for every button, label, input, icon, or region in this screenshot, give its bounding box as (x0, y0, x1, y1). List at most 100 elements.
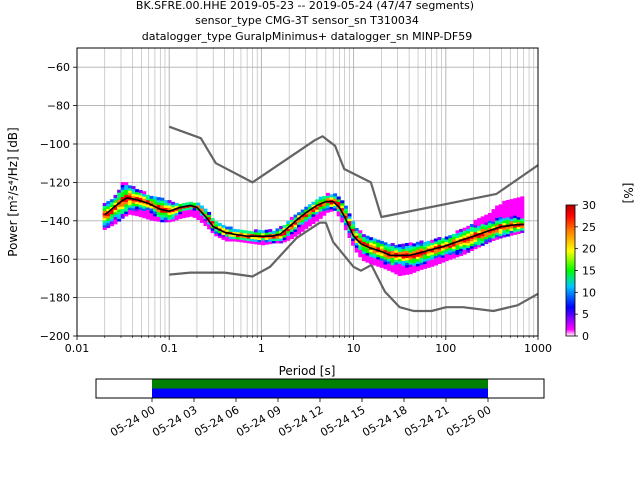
density-cell (387, 267, 392, 271)
density-cell (487, 212, 492, 216)
density-cell (351, 240, 356, 244)
density-cell (394, 252, 399, 256)
density-cell (498, 233, 503, 237)
density-cell (397, 246, 402, 250)
density-cell (477, 218, 482, 222)
timeline-tick-label: 05-24 06 (192, 403, 241, 439)
density-cell (513, 217, 518, 221)
density-cell (282, 232, 287, 236)
density-cell (304, 206, 309, 210)
density-cell (419, 266, 424, 270)
density-cell (441, 259, 446, 263)
density-cell (495, 231, 500, 235)
density-cell (394, 256, 399, 260)
nhnm-curve (168, 125, 538, 219)
density-cell (437, 258, 442, 262)
density-cell (329, 201, 334, 205)
density-cell (433, 250, 438, 254)
density-cell (322, 195, 327, 199)
density-cell (207, 223, 212, 227)
density-cell (174, 202, 179, 206)
density-cell (340, 214, 345, 218)
density-cell (498, 228, 503, 232)
density-cell (383, 263, 388, 267)
density-cell (282, 236, 287, 240)
x-ticks: 0.01 0.1 1 10 100 1000 (65, 336, 552, 355)
density-cell (297, 219, 302, 223)
density-cell (480, 237, 485, 241)
density-cell (358, 247, 363, 251)
density-cell (286, 230, 291, 234)
density-cell (505, 202, 510, 206)
density-cell (113, 202, 118, 206)
density-cell (415, 249, 420, 253)
density-cell (394, 268, 399, 272)
density-cell (167, 214, 172, 218)
density-cell (477, 220, 482, 224)
density-cell (390, 262, 395, 266)
density-cell (451, 233, 456, 237)
density-cell (491, 233, 496, 237)
density-cell (203, 218, 208, 222)
density-cell (275, 240, 280, 244)
density-cell (174, 205, 179, 209)
density-cell (401, 250, 406, 254)
density-cell (491, 235, 496, 239)
density-cell (466, 240, 471, 244)
density-cell (502, 234, 507, 238)
density-cell (505, 204, 510, 208)
density-cell (477, 237, 482, 241)
x-tick-label: 0.01 (65, 342, 90, 355)
density-cell (347, 218, 352, 222)
density-cell (174, 212, 179, 216)
density-cell (369, 244, 374, 248)
density-cell (167, 212, 172, 216)
density-cell (390, 257, 395, 261)
density-cell (304, 213, 309, 217)
density-cell (405, 250, 410, 254)
density-cell (336, 201, 341, 205)
density-cell (430, 239, 435, 243)
density-cell (343, 208, 348, 212)
density-cell (423, 249, 428, 253)
density-cell (307, 211, 312, 215)
density-cell (448, 237, 453, 241)
density-cell (354, 242, 359, 246)
density-cell (207, 221, 212, 225)
density-cell (473, 224, 478, 228)
density-cell (293, 214, 298, 218)
density-cell (322, 205, 327, 209)
density-cell (257, 232, 262, 236)
density-cell (520, 213, 525, 217)
density-cell (520, 215, 525, 219)
density-cell (473, 243, 478, 247)
density-cell (156, 201, 161, 205)
density-cell (459, 236, 464, 240)
density-cell (138, 204, 143, 208)
density-cell (372, 252, 377, 256)
density-cell (243, 239, 248, 243)
density-cell (516, 211, 521, 215)
density-cell (261, 237, 266, 241)
density-cell (516, 197, 521, 201)
density-cell (163, 212, 168, 216)
density-cell (459, 233, 464, 237)
density-cell (369, 251, 374, 255)
density-cell (207, 214, 212, 218)
density-cell (264, 236, 269, 240)
density-cell (430, 244, 435, 248)
density-cell (505, 199, 510, 203)
density-cell (358, 254, 363, 258)
density-cell (441, 254, 446, 258)
density-cell (462, 239, 467, 243)
density-cell (221, 234, 226, 238)
density-cell (343, 222, 348, 226)
density-cell (423, 244, 428, 248)
density-cell (469, 231, 474, 235)
density-cell (459, 240, 464, 244)
density-cell (124, 199, 129, 203)
density-cell (437, 244, 442, 248)
density-cell (214, 233, 219, 237)
density-cell (419, 247, 424, 251)
density-cell (487, 232, 492, 236)
